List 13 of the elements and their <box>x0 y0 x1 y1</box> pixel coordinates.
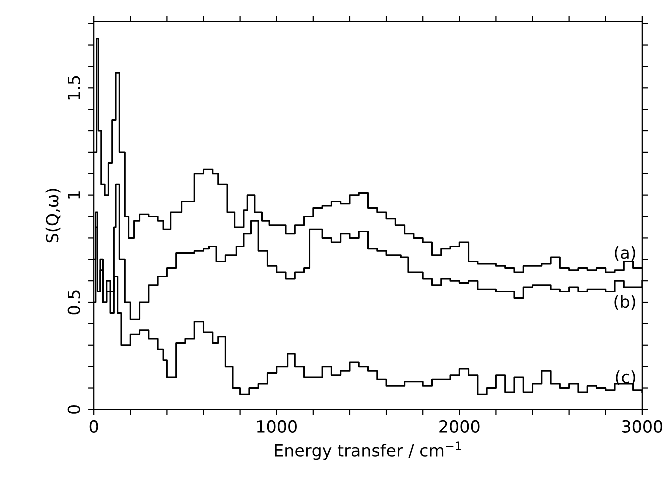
legend-label: (a) <box>615 246 636 262</box>
x-axis-title: Energy transfer / cm$^{−1}$ <box>275 442 462 460</box>
x-tick-label: 2000 <box>440 420 480 434</box>
x-tick-label: 0 <box>90 420 98 434</box>
legend-label: (b) <box>614 295 636 310</box>
y-axis-title: S(Q,ω) <box>46 189 61 243</box>
y-tick-label: 0.5 <box>68 290 80 315</box>
y-tick-label: 1 <box>68 192 80 199</box>
x-tick-label: 1000 <box>257 420 297 434</box>
y-tick-label: 0 <box>68 406 80 414</box>
legend-label: (c) <box>616 370 636 386</box>
y-tick-label: 1.5 <box>68 76 80 100</box>
x-tick-label: 3000 <box>622 420 663 434</box>
